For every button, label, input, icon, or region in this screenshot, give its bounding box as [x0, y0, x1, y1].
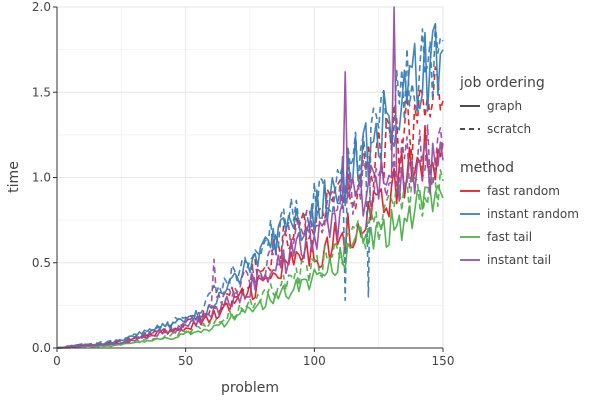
- x-tick-label: 0: [53, 354, 61, 368]
- legend-label-instant-random: instant random: [487, 207, 579, 221]
- y-tick-label: 1.5: [32, 85, 51, 99]
- series-line-fast-random-scratch: [57, 66, 444, 349]
- x-axis-label: problem: [221, 380, 279, 396]
- legend-label-fast-tail: fast tail: [487, 230, 532, 244]
- legend-label-instant-tail: instant tail: [487, 253, 551, 267]
- legend-label-graph: graph: [487, 99, 522, 113]
- legend-label-scratch: scratch: [487, 122, 531, 136]
- axes: 0 50 100 150 0.0 0.5 1.0 1.5 2.0: [32, 0, 455, 368]
- series-lines: [56, 6, 444, 349]
- x-tick-label: 150: [432, 354, 455, 368]
- legend-label-fast-random: fast random: [487, 184, 560, 198]
- y-tick-label: 1.0: [32, 171, 51, 185]
- legend: job ordering graph scratch method fast rando…: [459, 75, 579, 267]
- series-line-instant-tail-scratch: [56, 124, 444, 349]
- legend-title-method: method: [460, 160, 514, 176]
- x-tick-label: 100: [303, 354, 326, 368]
- y-axis-label: time: [6, 161, 22, 193]
- series-line-fast-tail-graph: [56, 184, 444, 349]
- x-tick-label: 50: [178, 354, 193, 368]
- series-line-instant-tail-graph: [56, 6, 444, 349]
- legend-title-job-ordering: job ordering: [459, 75, 545, 91]
- y-tick-label: 0.5: [32, 256, 51, 270]
- y-tick-label: 2.0: [32, 0, 51, 14]
- y-tick-label: 0.0: [32, 341, 51, 355]
- series-line-instant-random-scratch: [56, 23, 444, 349]
- series-line-instant-random-graph: [57, 23, 444, 349]
